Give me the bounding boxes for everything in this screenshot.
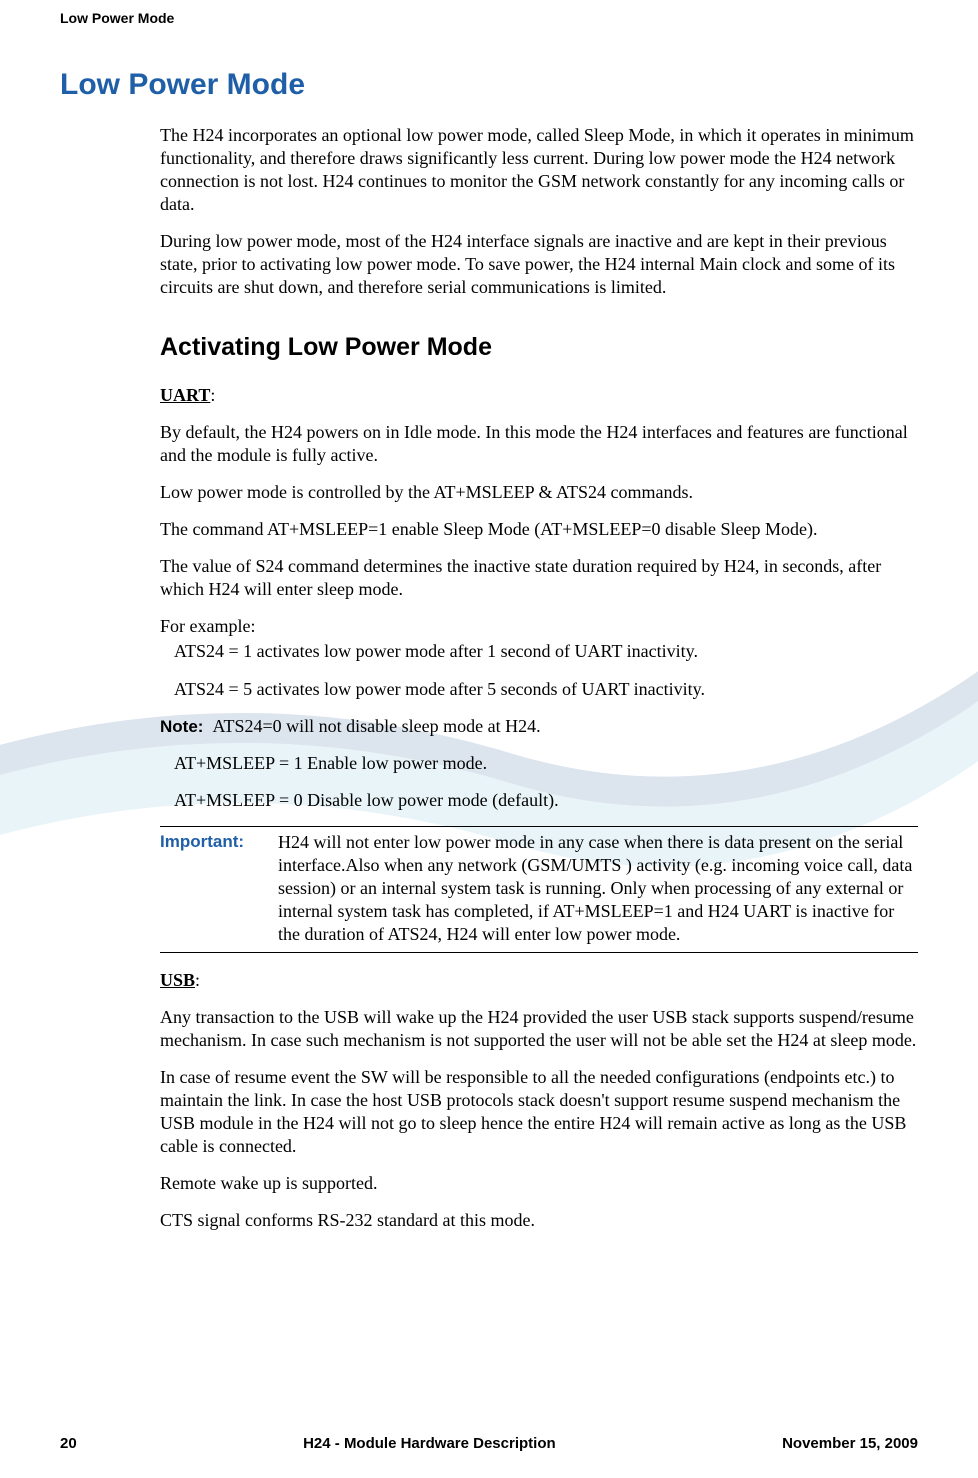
footer-page-number: 20 — [60, 1435, 77, 1452]
page-footer: 20 H24 - Module Hardware Description Nov… — [60, 1435, 918, 1452]
uart-label: UART: — [160, 384, 918, 407]
page-title: Low Power Mode — [60, 68, 918, 102]
note-row: Note: ATS24=0 will not disable sleep mod… — [160, 715, 918, 738]
important-callout: Important: H24 will not enter low power … — [160, 826, 918, 953]
important-text: H24 will not enter low power mode in any… — [278, 831, 918, 946]
uart-example-1: ATS24 = 1 activates low power mode after… — [174, 640, 918, 663]
note-text: ATS24=0 will not disable sleep mode at H… — [212, 716, 540, 736]
usb-p3: Remote wake up is supported. — [160, 1172, 918, 1195]
usb-p2: In case of resume event the SW will be r… — [160, 1066, 918, 1158]
intro-paragraph-1: The H24 incorporates an optional low pow… — [160, 124, 918, 216]
running-head: Low Power Mode — [60, 0, 918, 68]
msleep-0: AT+MSLEEP = 0 Disable low power mode (de… — [174, 789, 918, 812]
footer-doc-title: H24 - Module Hardware Description — [77, 1435, 782, 1452]
uart-example-lead: For example: — [160, 615, 918, 638]
msleep-1: AT+MSLEEP = 1 Enable low power mode. — [174, 752, 918, 775]
note-label: Note: — [160, 717, 203, 736]
usb-p1: Any transaction to the USB will wake up … — [160, 1006, 918, 1052]
important-label: Important: — [160, 831, 278, 946]
usb-label: USB: — [160, 969, 918, 992]
usb-p4: CTS signal conforms RS-232 standard at t… — [160, 1209, 918, 1232]
footer-date: November 15, 2009 — [782, 1435, 918, 1452]
intro-paragraph-2: During low power mode, most of the H24 i… — [160, 230, 918, 299]
uart-p2: Low power mode is controlled by the AT+M… — [160, 481, 918, 504]
uart-p1: By default, the H24 powers on in Idle mo… — [160, 421, 918, 467]
section-heading-activating: Activating Low Power Mode — [160, 333, 918, 362]
uart-p4: The value of S24 command determines the … — [160, 555, 918, 601]
uart-p3: The command AT+MSLEEP=1 enable Sleep Mod… — [160, 518, 918, 541]
uart-example-2: ATS24 = 5 activates low power mode after… — [174, 678, 918, 701]
